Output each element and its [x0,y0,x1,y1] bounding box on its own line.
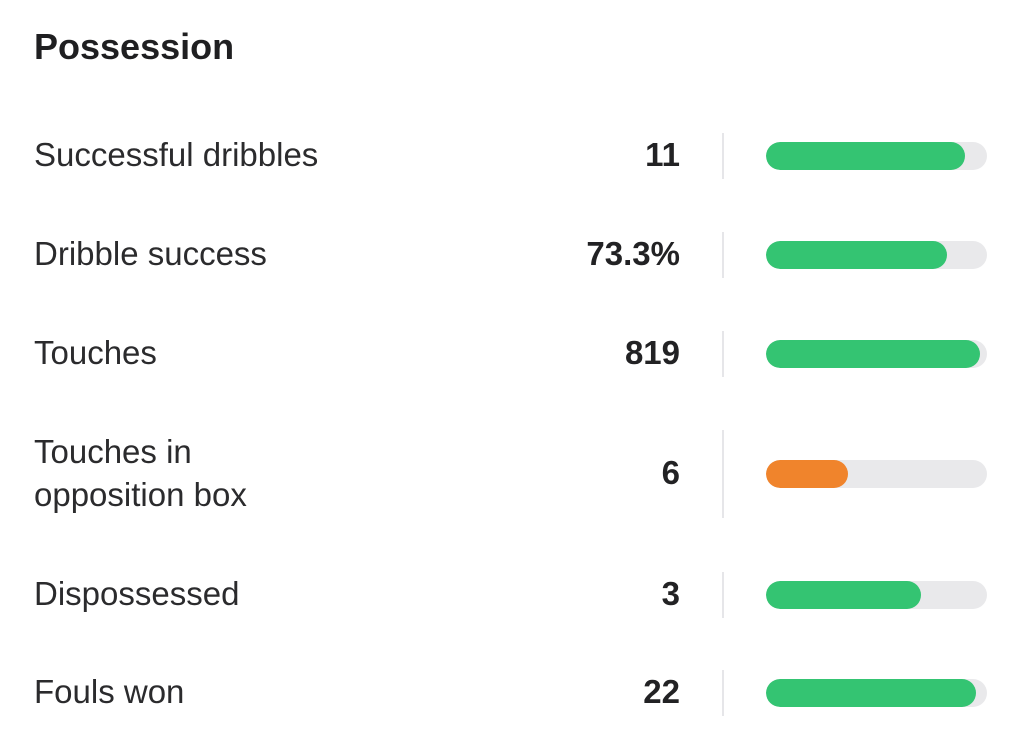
stat-bar-track [766,460,987,488]
stat-value: 6 [661,454,680,491]
stat-value: 22 [643,673,680,710]
divider [722,430,724,518]
stat-bar-track [766,679,987,707]
stat-bar-track [766,581,987,609]
stat-row-dribble-success: Dribble success 73.3% [0,232,1024,278]
stat-row-touches-in-opposition-box: Touches in opposition box 6 [0,430,1024,518]
stat-value: 73.3% [586,235,680,272]
stat-row-dispossessed: Dispossessed 3 [0,572,1024,618]
stat-value: 11 [645,136,680,173]
stat-bar-fill [766,340,981,368]
divider [722,331,724,377]
stat-bar-track [766,241,987,269]
stat-label: Dispossessed [34,575,240,612]
stat-bar-fill [766,679,976,707]
divider [722,670,724,716]
stat-bar-fill [766,581,921,609]
stat-bar-track [766,142,987,170]
divider [722,232,724,278]
stat-bar-fill [766,142,965,170]
stat-bar-fill [766,460,848,488]
stat-value: 3 [661,575,680,612]
section-title: Possession [34,26,235,67]
stat-value: 819 [624,334,680,371]
stat-label: Fouls won [34,673,185,710]
stat-row-touches: Touches 819 [0,331,1024,377]
stat-label: Dribble success [34,235,267,272]
divider [722,572,724,618]
divider [722,133,724,179]
stat-bar-fill [766,241,948,269]
stat-label: Touches [34,334,157,371]
stat-bar-track [766,340,987,368]
stat-label: Successful dribbles [34,136,319,173]
stat-row-successful-dribbles: Successful dribbles 11 [0,133,1024,179]
stat-row-fouls-won: Fouls won 22 [0,670,1024,716]
stat-label: Touches in opposition box [34,433,247,513]
